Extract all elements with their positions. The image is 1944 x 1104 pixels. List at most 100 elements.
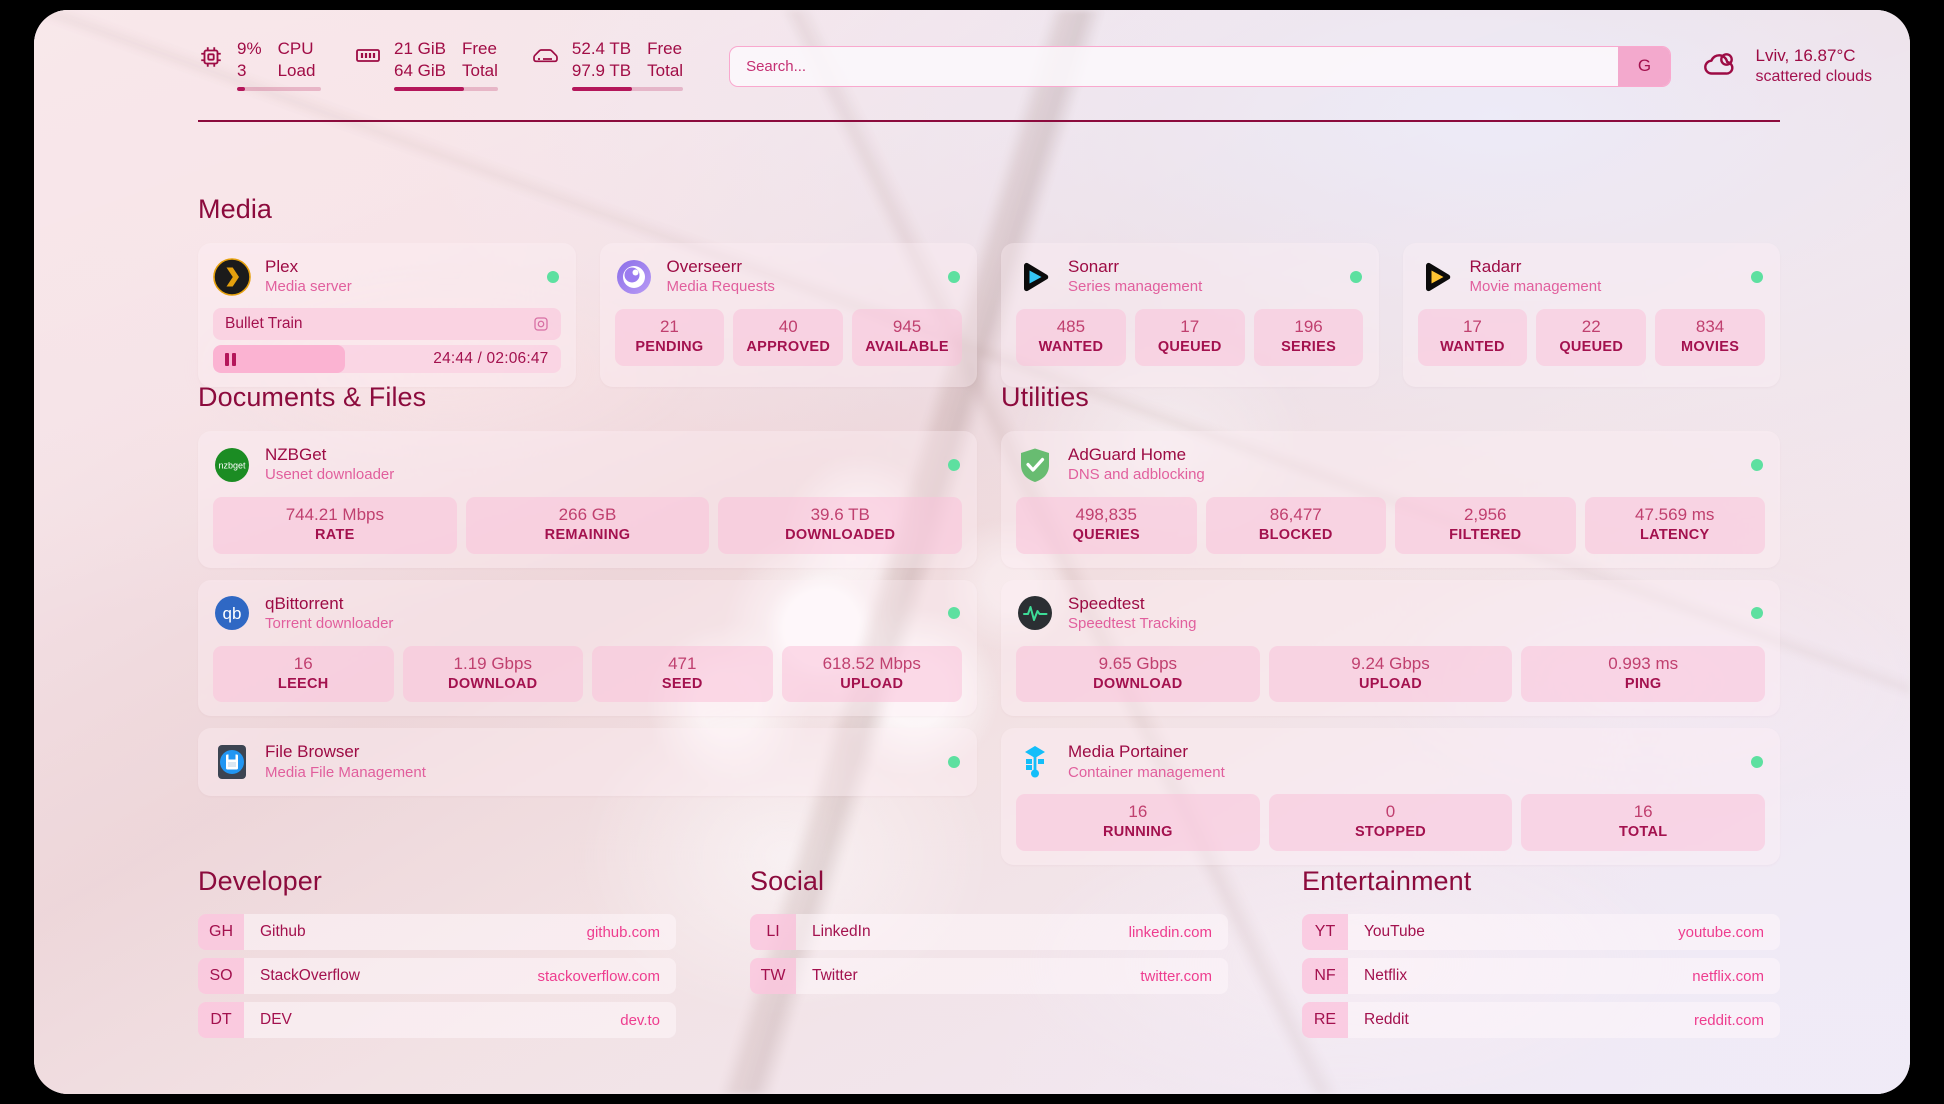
sonarr-icon [1016, 258, 1054, 296]
stat-tile: 0 STOPPED [1268, 794, 1513, 851]
bookmark-name: StackOverflow [260, 967, 360, 984]
stat-tile: 945 AVAILABLE [852, 309, 962, 366]
stat-value: 17 [1180, 317, 1200, 336]
app-description: Usenet downloader [265, 466, 395, 484]
top-bar: 9% 3 CPU Load 21 GiB [34, 10, 1910, 122]
app-description: Media Requests [666, 278, 775, 296]
stat-value: 47.569 ms [1635, 505, 1715, 524]
stat-label: STOPPED [1354, 824, 1427, 841]
cloud-icon [1701, 49, 1741, 84]
stat-label: RUNNING [1102, 824, 1173, 841]
weather-location-temp: Lviv, 16.87°C [1755, 46, 1856, 65]
stat-tile: 40 APPROVED [733, 309, 844, 366]
search-bar[interactable]: G [729, 45, 1672, 87]
bookmark-item-youtube[interactable]: YT YouTube youtube.com [1302, 914, 1780, 950]
bookmark-name: YouTube [1364, 923, 1425, 940]
status-indicator [1751, 458, 1763, 471]
status-indicator [948, 755, 960, 768]
stat-tile: 47.569 ms LATENCY [1584, 497, 1765, 554]
search-engine-button[interactable]: G [1618, 46, 1671, 86]
stat-value: 266 GB [558, 505, 617, 524]
disk-free-value: 52.4 TB [571, 38, 632, 58]
now-playing: Bullet Train 24:44 / 02:06:47 [213, 308, 561, 373]
bookmark-item-linkedin[interactable]: LI LinkedIn linkedin.com [750, 914, 1228, 950]
app-card-media-portainer[interactable]: Media Portainer Container management 16 … [1001, 728, 1780, 865]
app-card-file-browser[interactable]: File Browser Media File Management [198, 728, 977, 797]
stat-value: 16 [1128, 802, 1148, 822]
bookmark-name: Twitter [812, 967, 858, 984]
app-name: Media Portainer [1068, 742, 1189, 762]
bookmark-item-github[interactable]: GH Github github.com [198, 914, 676, 950]
speedtest-icon [1016, 594, 1054, 632]
app-name: Radarr [1469, 257, 1522, 276]
app-card-speedtest[interactable]: Speedtest Speedtest Tracking 9.65 Gbps D… [1001, 579, 1780, 717]
bookmark-url: github.com [586, 923, 660, 941]
app-card-sonarr[interactable]: Sonarr Series management 485 WANTED 17 Q… [1001, 243, 1379, 387]
ram-icon [355, 44, 381, 71]
bookmark-url: twitter.com [1140, 967, 1212, 985]
stat-label: REMAINING [544, 527, 631, 544]
app-description: Torrent downloader [265, 614, 394, 632]
search-bar-container: G [729, 45, 1672, 87]
bookmark-tag: GH [198, 914, 244, 950]
stat-tile: 21 PENDING [614, 309, 725, 366]
bookmark-tag: SO [198, 958, 244, 994]
stat-tile: 17 QUEUED [1134, 309, 1245, 366]
app-description: Container management [1068, 763, 1225, 781]
app-card-plex[interactable]: Plex Media server Bullet Train [198, 243, 576, 387]
stat-tile: 16 LEECH [213, 645, 394, 703]
app-name: Overseerr [666, 257, 743, 276]
memory-widget: 21 GiB 64 GiB Free Total [355, 39, 498, 93]
stat-tile: 16 TOTAL [1521, 794, 1766, 851]
stat-value: 86,477 [1269, 505, 1322, 524]
bookmark-item-twitter[interactable]: TW Twitter twitter.com [750, 958, 1228, 994]
svg-text:qb: qb [223, 604, 242, 623]
plex-icon [213, 257, 251, 296]
bookmark-item-stackoverflow[interactable]: SO StackOverflow stackoverflow.com [198, 958, 676, 994]
bookmark-item-reddit[interactable]: RE Reddit reddit.com [1302, 1002, 1780, 1038]
utilities-section: Utilities AdGuard Home DNS and adblockin… [1001, 382, 1780, 865]
nzbget-icon: nzbget [213, 446, 251, 484]
bookmark-url: dev.to [620, 1011, 660, 1029]
stat-label: RATE [315, 527, 355, 544]
cpu-icon [198, 44, 224, 75]
disk-icon [532, 44, 559, 71]
app-card-nzbget[interactable]: nzbget NZBGet Usenet downloader 744.21 M… [198, 431, 977, 568]
app-description: Media File Management [265, 763, 426, 781]
status-indicator [1751, 270, 1763, 283]
app-card-qbittorrent[interactable]: qb qBittorrent Torrent downloader 16 LEE… [198, 579, 977, 717]
cast-icon[interactable] [533, 316, 549, 332]
status-indicator [948, 458, 960, 471]
overseerr-icon [615, 258, 653, 296]
stat-label: QUEUED [1157, 339, 1222, 356]
bookmark-url: netflix.com [1692, 967, 1764, 985]
weather-widget[interactable]: Lviv, 16.87°C scattered clouds [1701, 46, 1910, 86]
app-description: Speedtest Tracking [1068, 614, 1197, 632]
stat-value: 39.6 TB [810, 505, 870, 524]
bookmark-item-dev[interactable]: DT DEV dev.to [198, 1002, 676, 1038]
header-divider [198, 120, 1780, 122]
app-card-adguard-home[interactable]: AdGuard Home DNS and adblocking 498,835 … [1001, 431, 1780, 568]
cpu-label-bottom: Load [277, 60, 316, 80]
app-card-radarr[interactable]: Radarr Movie management 17 WANTED 22 QUE… [1402, 243, 1780, 387]
status-indicator [948, 270, 960, 283]
stat-label: DOWNLOADED [785, 527, 896, 544]
search-input[interactable] [730, 46, 1619, 86]
status-indicator [948, 607, 960, 620]
disk-label-bottom: Total [647, 60, 684, 80]
bookmark-group-entertainment: Entertainment YT YouTube youtube.com NF … [1302, 866, 1780, 1038]
stat-label: UPLOAD [1358, 675, 1423, 692]
stat-label: AVAILABLE [865, 339, 949, 356]
stat-value: 17 [1462, 317, 1482, 336]
stat-value: 196 [1294, 317, 1323, 336]
stat-tile: 9.24 Gbps UPLOAD [1268, 645, 1513, 703]
stat-label: DOWNLOAD [448, 675, 538, 692]
bookmark-item-netflix[interactable]: NF Netflix netflix.com [1302, 958, 1780, 994]
pause-icon[interactable] [225, 352, 236, 366]
playback-progress-bar[interactable]: 24:44 / 02:06:47 [213, 345, 561, 373]
stat-value: 485 [1056, 317, 1086, 336]
stat-tile: 618.52 Mbps UPLOAD [781, 645, 962, 703]
stat-label: SERIES [1281, 339, 1337, 356]
app-description: Media server [265, 278, 352, 296]
app-card-overseerr[interactable]: Overseerr Media Requests 21 PENDING 40 A… [599, 243, 977, 387]
